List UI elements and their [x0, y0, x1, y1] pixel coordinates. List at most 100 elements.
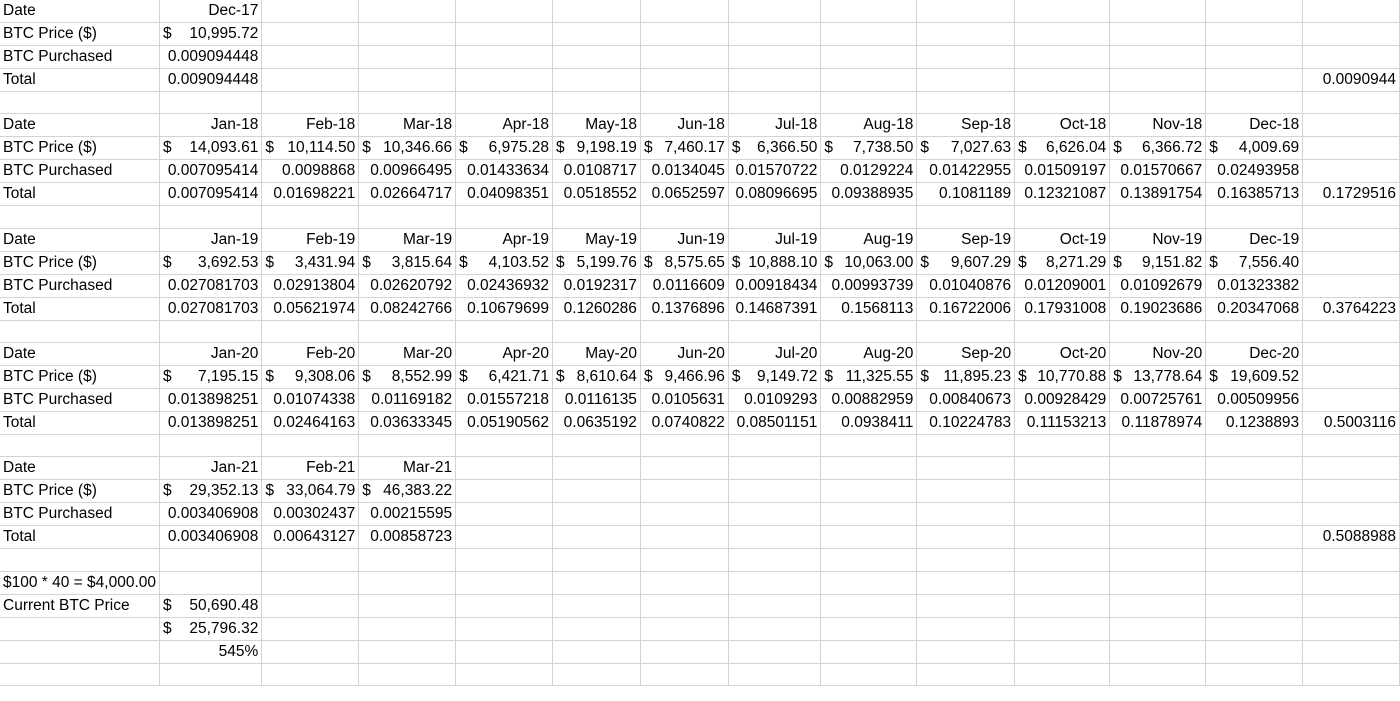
cell[interactable]: 0.0740822	[640, 411, 729, 436]
cell[interactable]	[820, 205, 918, 229]
cell[interactable]	[455, 320, 553, 344]
cell[interactable]	[640, 640, 729, 664]
cell[interactable]: 0.02493958	[1205, 159, 1304, 184]
cell[interactable]	[1109, 663, 1207, 687]
cell[interactable]	[0, 617, 160, 641]
cell[interactable]: 0.00725761	[1109, 388, 1207, 413]
cell[interactable]: Jun-19	[640, 228, 729, 252]
cell[interactable]	[728, 479, 822, 504]
cell[interactable]	[1109, 617, 1207, 641]
cell[interactable]	[640, 68, 729, 92]
cell[interactable]	[1109, 479, 1207, 504]
cell[interactable]	[1302, 434, 1400, 458]
cell[interactable]	[358, 548, 457, 572]
cell[interactable]: 0.0109293	[728, 388, 822, 413]
cell[interactable]	[728, 571, 822, 595]
cell[interactable]	[1302, 502, 1400, 527]
cell[interactable]	[820, 548, 918, 572]
cell[interactable]	[640, 525, 729, 550]
cell[interactable]: $8,271.29	[1014, 251, 1111, 275]
cell[interactable]	[159, 205, 263, 229]
cell[interactable]: BTC Purchased	[0, 45, 160, 69]
cell[interactable]: 0.08501151	[728, 411, 822, 436]
cell[interactable]: 0.17931008	[1014, 297, 1111, 321]
cell[interactable]	[1109, 320, 1207, 344]
cell[interactable]	[455, 45, 553, 69]
cell[interactable]: 0.007095414	[159, 159, 263, 184]
cell[interactable]	[358, 91, 457, 115]
cell[interactable]: $10,995.72	[159, 22, 263, 46]
cell[interactable]: Dec-20	[1205, 342, 1304, 367]
cell[interactable]	[640, 502, 729, 527]
cell[interactable]: Total	[0, 182, 160, 207]
cell[interactable]	[1205, 640, 1304, 664]
cell[interactable]	[1205, 594, 1304, 618]
cell[interactable]: $4,009.69	[1205, 136, 1304, 161]
cell[interactable]: 0.05621974	[261, 297, 360, 321]
cell[interactable]: Jan-21	[159, 456, 263, 481]
cell[interactable]	[916, 320, 1016, 344]
cell[interactable]	[1205, 45, 1304, 69]
cell[interactable]	[1014, 456, 1111, 481]
cell[interactable]: 0.0116609	[640, 274, 729, 298]
cell[interactable]	[1302, 617, 1400, 641]
cell[interactable]: 0.01422955	[916, 159, 1016, 184]
cell[interactable]: 0.20347068	[1205, 297, 1304, 321]
cell[interactable]	[640, 456, 729, 481]
cell[interactable]	[159, 434, 263, 458]
cell[interactable]: 0.16722006	[916, 297, 1016, 321]
cell[interactable]	[820, 571, 918, 595]
cell[interactable]	[1205, 22, 1304, 46]
cell[interactable]: Dec-17	[159, 0, 263, 23]
cell[interactable]	[159, 320, 263, 344]
cell[interactable]: $7,738.50	[820, 136, 918, 161]
cell[interactable]: 0.009094448	[159, 45, 263, 69]
cell[interactable]: 0.1081189	[916, 182, 1016, 207]
cell[interactable]	[728, 434, 822, 458]
cell[interactable]	[1109, 45, 1207, 69]
cell[interactable]	[1109, 68, 1207, 92]
cell[interactable]	[640, 45, 729, 69]
cell[interactable]	[1014, 594, 1111, 618]
cell[interactable]	[820, 594, 918, 618]
cell[interactable]: 0.01570667	[1109, 159, 1207, 184]
cell[interactable]: 0.01698221	[261, 182, 360, 207]
cell[interactable]: Apr-19	[455, 228, 553, 252]
cell[interactable]: 0.1729516	[1302, 182, 1400, 207]
cell[interactable]	[1302, 274, 1400, 298]
cell[interactable]	[358, 571, 457, 595]
cell[interactable]: $7,195.15	[159, 365, 263, 390]
cell[interactable]: Oct-20	[1014, 342, 1111, 367]
cell[interactable]: $6,366.50	[728, 136, 822, 161]
cell[interactable]	[820, 640, 918, 664]
cell[interactable]: $19,609.52	[1205, 365, 1304, 390]
cell[interactable]: $10,063.00	[820, 251, 918, 275]
cell[interactable]	[640, 548, 729, 572]
cell[interactable]	[1302, 548, 1400, 572]
cell[interactable]	[0, 205, 160, 229]
cell[interactable]: Jan-18	[159, 113, 263, 138]
cell[interactable]	[640, 22, 729, 46]
cell[interactable]: Jun-20	[640, 342, 729, 367]
cell[interactable]: $6,366.72	[1109, 136, 1207, 161]
cell[interactable]	[820, 22, 918, 46]
cell[interactable]	[820, 525, 918, 550]
cell[interactable]	[1014, 434, 1111, 458]
cell[interactable]	[358, 68, 457, 92]
cell[interactable]	[1014, 0, 1111, 23]
cell[interactable]: Date	[0, 456, 160, 481]
cell[interactable]: $9,198.19	[552, 136, 641, 161]
cell[interactable]: 0.00840673	[916, 388, 1016, 413]
cell[interactable]: $10,888.10	[728, 251, 822, 275]
cell[interactable]: $8,575.65	[640, 251, 729, 275]
cell[interactable]	[1109, 548, 1207, 572]
cell[interactable]: Oct-19	[1014, 228, 1111, 252]
cell[interactable]	[1302, 91, 1400, 115]
cell[interactable]	[455, 571, 553, 595]
cell[interactable]: 0.027081703	[159, 297, 263, 321]
cell[interactable]	[1109, 456, 1207, 481]
cell[interactable]: 0.0098868	[261, 159, 360, 184]
cell[interactable]: 0.1376896	[640, 297, 729, 321]
cell[interactable]	[820, 479, 918, 504]
cell[interactable]: 0.00993739	[820, 274, 918, 298]
